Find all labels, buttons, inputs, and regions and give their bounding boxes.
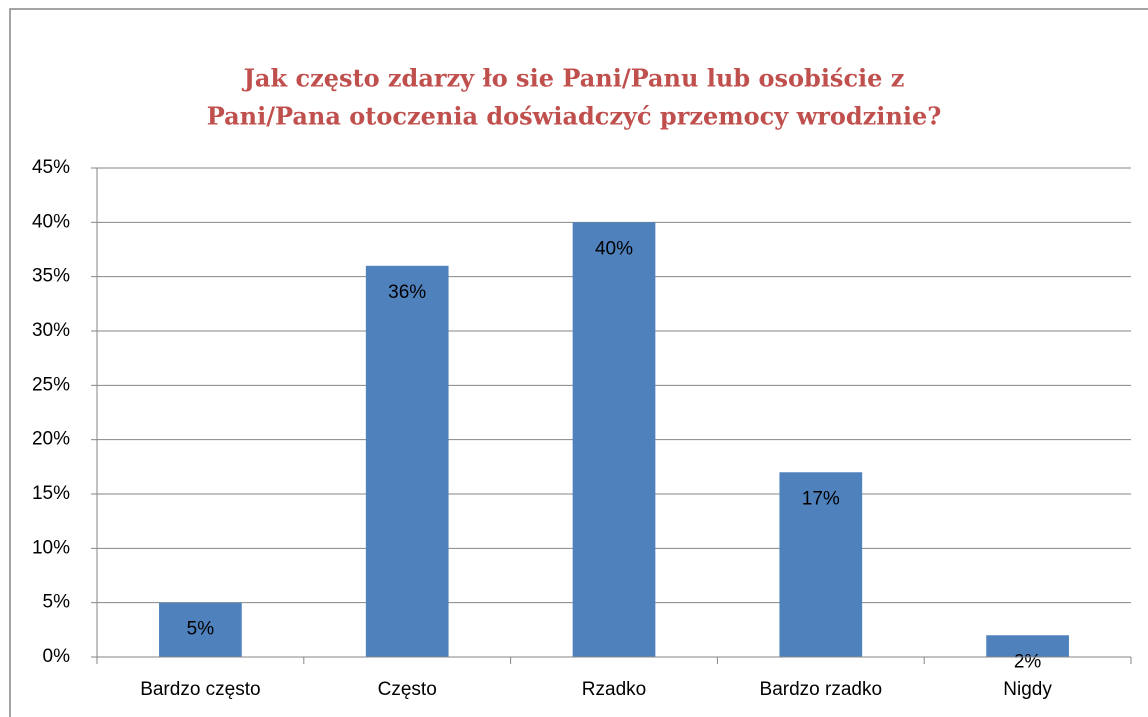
chart-title: Jak często zdarzy ło sie Pani/Panu lub o… <box>242 64 905 93</box>
data-label: 2% <box>1014 651 1042 672</box>
y-tick-label: 20% <box>32 429 70 450</box>
y-tick-label: 0% <box>43 646 71 667</box>
y-tick-label: 5% <box>43 592 71 613</box>
x-tick-label: Bardzo rzadko <box>760 679 883 700</box>
chart-title: Pani/Pana otoczenia doświadczyć przemocy… <box>207 102 942 131</box>
bar <box>365 265 449 657</box>
y-tick-label: 10% <box>32 537 70 558</box>
data-label: 17% <box>802 488 840 509</box>
y-tick-label: 25% <box>32 374 70 395</box>
x-tick-label: Rzadko <box>582 679 646 700</box>
x-tick-label: Bardzo często <box>140 679 260 700</box>
x-tick-label: Często <box>378 679 437 700</box>
y-tick-label: 35% <box>32 266 70 287</box>
data-label: 36% <box>388 282 426 303</box>
bar <box>159 602 242 657</box>
y-tick-label: 15% <box>32 483 70 504</box>
x-tick-label: Nigdy <box>1003 679 1052 700</box>
y-tick-label: 45% <box>32 157 70 178</box>
data-label: 40% <box>595 238 633 259</box>
bar <box>986 635 1069 657</box>
data-label: 5% <box>187 619 215 640</box>
y-tick-label: 30% <box>32 320 70 341</box>
bar <box>572 222 656 658</box>
y-tick-label: 40% <box>32 211 70 232</box>
bar <box>779 472 863 657</box>
